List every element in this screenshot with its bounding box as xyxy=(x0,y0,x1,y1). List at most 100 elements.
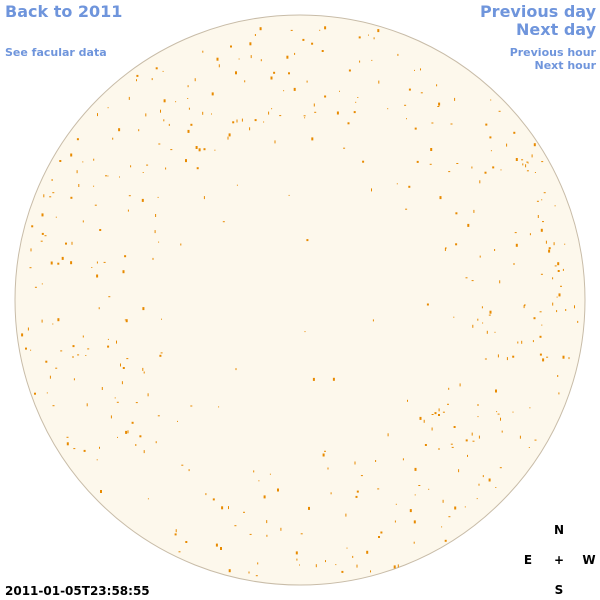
facula xyxy=(416,160,419,163)
facula xyxy=(250,55,252,59)
compass-east: E xyxy=(524,553,532,567)
facula xyxy=(473,209,475,213)
facula xyxy=(230,45,232,48)
facula xyxy=(541,199,543,201)
facula xyxy=(371,188,372,192)
facula xyxy=(163,99,166,103)
facula xyxy=(394,520,396,523)
facula xyxy=(119,176,120,178)
facula xyxy=(467,454,468,457)
next-day-link[interactable]: Next day xyxy=(516,20,597,39)
facula xyxy=(540,228,543,232)
facula xyxy=(114,397,116,399)
facula xyxy=(558,392,560,395)
facula xyxy=(187,98,189,99)
facula xyxy=(464,506,466,508)
facula xyxy=(203,196,205,200)
facula xyxy=(387,433,389,437)
facula xyxy=(235,368,237,371)
facula xyxy=(108,296,111,298)
facula xyxy=(336,111,339,115)
next-hour-link[interactable]: Next hour xyxy=(535,59,597,72)
facula xyxy=(100,490,102,493)
facula xyxy=(296,558,298,561)
facula xyxy=(34,392,36,395)
facula xyxy=(82,335,84,338)
facula xyxy=(263,121,265,123)
facula xyxy=(534,172,536,173)
facula xyxy=(257,562,259,565)
facula xyxy=(122,270,125,274)
previous-hour-link[interactable]: Previous hour xyxy=(510,46,597,59)
facula xyxy=(454,97,456,101)
facula xyxy=(506,143,508,147)
facula xyxy=(354,461,356,465)
facula xyxy=(266,520,268,524)
facula xyxy=(82,220,84,223)
facula xyxy=(57,318,60,322)
facula xyxy=(335,564,337,566)
facula xyxy=(490,99,492,101)
facula xyxy=(523,305,525,309)
facula xyxy=(456,163,459,164)
facula xyxy=(413,520,416,524)
facula xyxy=(531,154,533,158)
facula xyxy=(83,449,86,452)
back-link[interactable]: Back to 2011 xyxy=(5,2,122,21)
facula xyxy=(190,405,193,407)
facula xyxy=(157,415,160,417)
facula xyxy=(168,123,170,126)
facula xyxy=(489,310,492,314)
facula xyxy=(519,435,521,439)
facula xyxy=(234,525,237,527)
facula xyxy=(76,138,79,141)
facula xyxy=(431,414,434,415)
facula xyxy=(476,498,478,500)
facula xyxy=(94,204,97,206)
previous-day-link[interactable]: Previous day xyxy=(480,2,597,21)
facula xyxy=(139,435,142,438)
facula xyxy=(205,493,207,496)
facula xyxy=(170,149,173,151)
facula xyxy=(360,475,363,477)
facula xyxy=(345,513,347,517)
facula xyxy=(302,38,305,41)
facula xyxy=(103,261,106,263)
facula xyxy=(525,164,527,168)
facula xyxy=(304,117,306,119)
facula xyxy=(145,113,147,117)
facula xyxy=(490,150,492,152)
facula xyxy=(96,261,98,264)
facula xyxy=(96,459,98,461)
facula xyxy=(564,243,566,245)
facula xyxy=(444,539,447,542)
facula xyxy=(126,358,129,360)
facula xyxy=(500,417,501,421)
facula xyxy=(51,179,53,181)
facula xyxy=(236,184,238,186)
facula xyxy=(378,80,380,84)
facula xyxy=(227,136,229,140)
facula xyxy=(236,119,238,123)
facula xyxy=(499,467,502,469)
facular-link[interactable]: See facular data xyxy=(5,46,107,59)
facula xyxy=(407,399,408,402)
facula xyxy=(482,475,484,478)
facula xyxy=(548,249,551,253)
facula xyxy=(492,166,495,169)
facula xyxy=(52,323,54,325)
timestamp: 2011-01-05T23:58:55 xyxy=(5,584,150,598)
facula xyxy=(423,419,425,423)
facula xyxy=(341,570,344,573)
facula xyxy=(314,111,317,113)
facula xyxy=(539,353,542,356)
facula xyxy=(346,547,348,549)
facula xyxy=(77,354,80,356)
compass-west: W xyxy=(582,553,595,567)
facula xyxy=(553,242,555,246)
faculae xyxy=(21,26,579,577)
facula xyxy=(533,143,536,147)
facula xyxy=(96,274,99,278)
facula xyxy=(453,426,456,428)
facula xyxy=(501,430,503,433)
